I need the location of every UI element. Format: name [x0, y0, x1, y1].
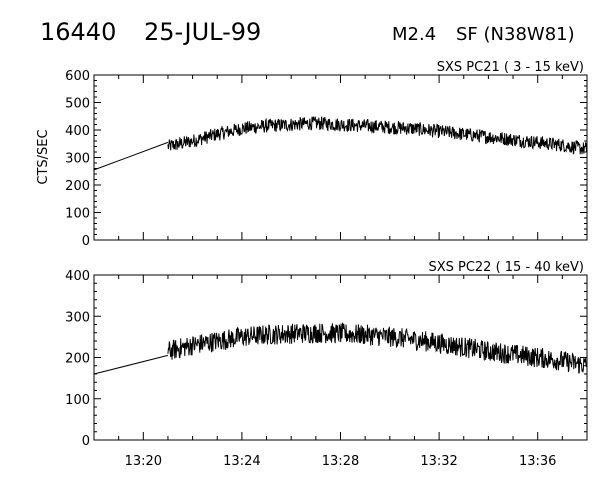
xtick-label: 13:32	[420, 454, 457, 469]
panel-pc21-ytick-label: 500	[65, 97, 90, 112]
panel-pc22-ytick-label: 0	[82, 434, 90, 449]
panel-pc22-count-trace	[167, 322, 588, 374]
xtick-label: 13:36	[519, 454, 556, 469]
panel-pc22-ytick-label: 400	[65, 269, 90, 284]
panel-pc21-ytick-label: 200	[65, 179, 90, 194]
panel-pc22-ytick-label: 100	[65, 393, 90, 408]
panel-pc21-gap-line	[93, 141, 169, 171]
panel-pc21: SXS PC21 ( 3 - 15 keV) CTS/SEC 0 100 200 30…	[36, 60, 588, 249]
panel-pc22-ytick-label: 300	[65, 310, 90, 325]
panel-pc22: SXS PC22 ( 15 - 40 keV) 0 100 200 300 400 13:…	[65, 260, 588, 469]
event-id: 16440	[40, 18, 116, 46]
panel-pc21-ytick-label: 0	[82, 234, 90, 249]
panel-pc22-title: SXS PC22 ( 15 - 40 keV)	[428, 260, 584, 275]
xtick-label: 13:20	[125, 454, 162, 469]
panel-pc21-ytick-label: 600	[65, 69, 90, 84]
panel-pc21-ytick-label: 100	[65, 207, 90, 222]
xtick-label: 13:28	[322, 454, 359, 469]
xtick-label: 13:24	[223, 454, 260, 469]
event-date: 25-JUL-99	[144, 18, 261, 46]
panel-pc21-title: SXS PC21 ( 3 - 15 keV)	[437, 60, 584, 75]
flare-class: M2.4	[392, 24, 436, 45]
panel-pc22-gap-line	[93, 354, 169, 375]
panel-pc21-ytick-label: 400	[65, 124, 90, 139]
panel-pc21-frame	[93, 74, 588, 241]
panel-pc21-count-trace	[167, 116, 588, 155]
panel-pc21-ytick-label: 300	[65, 152, 90, 167]
flare-info: SF (N38W81)	[456, 24, 575, 45]
panel-pc22-ytick-label: 200	[65, 352, 90, 367]
panel-pc21-ylabel: CTS/SEC	[36, 129, 51, 184]
